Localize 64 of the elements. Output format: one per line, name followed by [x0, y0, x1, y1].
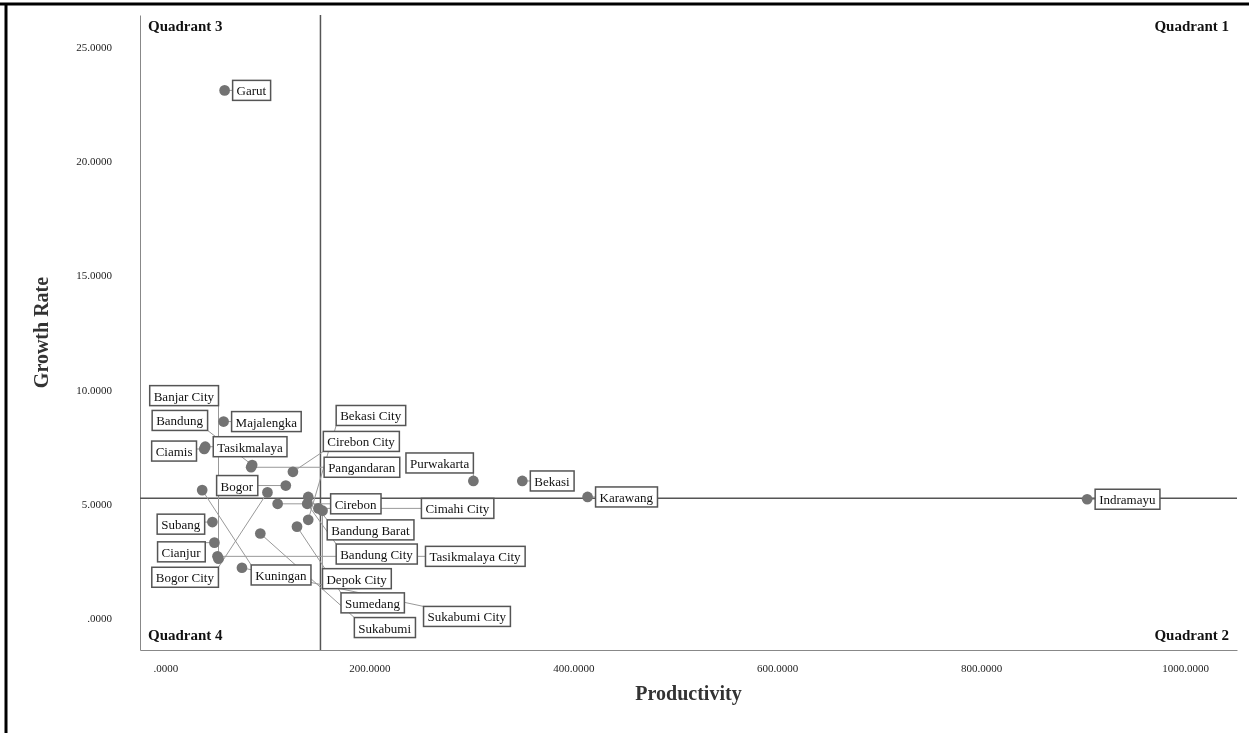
point [218, 416, 229, 427]
text: Sukabumi City [427, 609, 507, 625]
point [236, 562, 248, 574]
series-label: Subang [161, 517, 201, 533]
point [313, 503, 324, 514]
text: Kuningan [255, 567, 307, 583]
text: Banjar City [153, 388, 215, 404]
point [196, 484, 208, 496]
series-label: Tasikmalaya [217, 439, 283, 455]
text: Cimahi City [425, 501, 490, 517]
text: Bandung [156, 413, 204, 429]
series-label: Indramayu [1099, 492, 1156, 508]
text: Bekasi City [340, 408, 402, 424]
point [1081, 493, 1093, 505]
text: Depok City [326, 571, 388, 587]
point [301, 498, 313, 510]
point [582, 491, 593, 503]
text: Pangandaran [328, 460, 396, 476]
y-tick-label: 15.0000 [76, 269, 113, 282]
text: Bandung City [340, 547, 414, 563]
series-label: Majalengka [235, 414, 298, 430]
point [291, 521, 303, 532]
point [280, 480, 292, 491]
series-label: Cianjur [161, 544, 202, 560]
point [287, 466, 299, 478]
text: Bogor City [155, 570, 215, 586]
x-tick-label: 800.0000 [960, 661, 1003, 674]
text: Bogor [220, 478, 254, 494]
point [219, 85, 230, 96]
point [262, 487, 273, 498]
x-tick-label: 600.0000 [757, 661, 799, 674]
point [468, 475, 479, 487]
annotation: Quadrant 2 [1154, 627, 1229, 643]
point [516, 475, 528, 487]
series-label: Garut [236, 83, 267, 99]
x-tick-label: 200.0000 [349, 661, 392, 674]
series-label: Ciamis [155, 444, 193, 460]
text: Cirebon City [327, 434, 396, 450]
text: Sumedang [345, 595, 401, 611]
y-tick-label: 25.0000 [76, 41, 113, 53]
text: Cirebon [334, 496, 378, 512]
series-label: Karawang [599, 489, 654, 505]
y-tick-label: 10.0000 [76, 383, 113, 396]
annotation: Quadrant 1 [1154, 18, 1229, 34]
annotation: Quadrant 3 [148, 18, 223, 34]
series-label: Purwakarta [409, 455, 470, 471]
y-tick-label: 20.0000 [76, 155, 113, 168]
point [209, 537, 220, 548]
point [207, 516, 218, 528]
y-tick-label: 5.0000 [81, 497, 113, 510]
x-tick-label: 1000.0000 [1162, 661, 1210, 674]
x-tick-label: .0000 [153, 661, 179, 674]
y-axis-title: Growth Rate [30, 276, 52, 389]
y-tick-label: .0000 [87, 612, 113, 625]
point [254, 528, 266, 539]
x-axis-title: Productivity [635, 682, 742, 705]
point [302, 514, 314, 526]
text: Tasikmalaya City [429, 549, 522, 565]
text: Bandung Barat [331, 522, 410, 538]
x-tick-label: 400.0000 [553, 661, 595, 674]
series-label: Bekasi [534, 473, 571, 489]
text: Sukabumi [358, 620, 412, 636]
annotation: Quadrant 4 [148, 627, 224, 643]
point [272, 498, 283, 510]
